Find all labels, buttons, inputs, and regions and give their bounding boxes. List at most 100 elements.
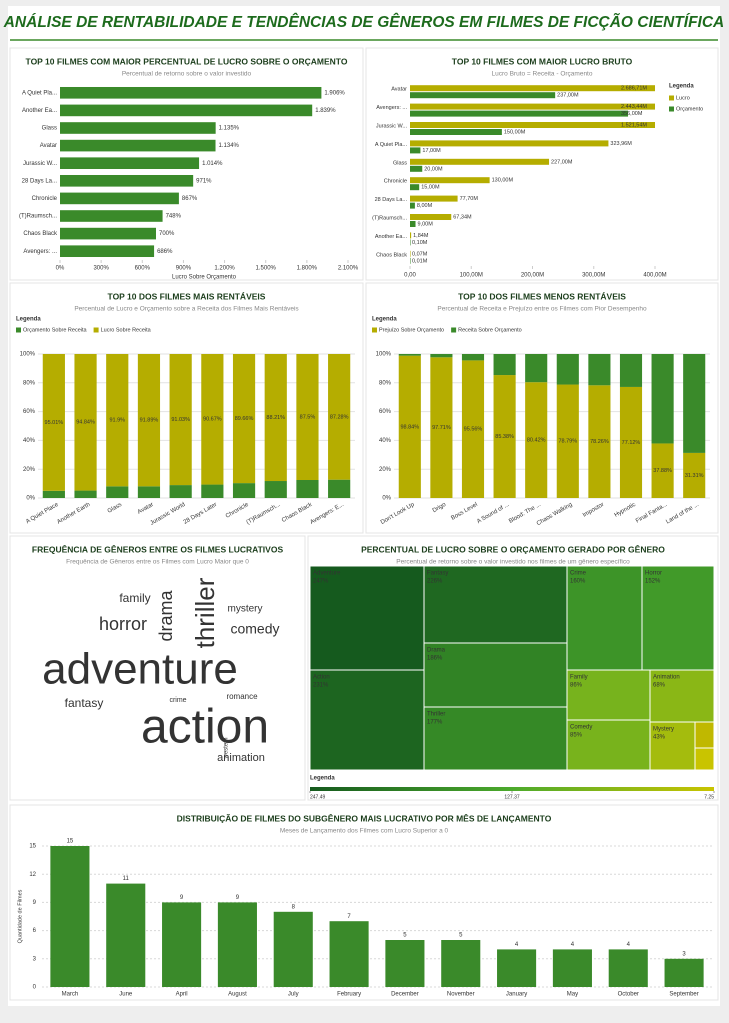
y-tick-label: A Quiet Pla...	[375, 142, 408, 148]
bar	[217, 902, 257, 987]
value-label: 1,84M	[413, 233, 429, 239]
y-tick-label: Avengers: ...	[23, 249, 57, 255]
bar	[410, 165, 423, 172]
bar-segment	[328, 354, 351, 480]
y-tick-label: Avengers: ...	[376, 105, 407, 111]
value-label: 88.21%	[266, 415, 285, 421]
bar	[410, 129, 502, 135]
value-label: 323,96M	[610, 141, 632, 147]
panel-title: TOP 10 DOS FILMES MAIS RENTÁVEIS	[108, 291, 266, 301]
panel-title: TOP 10 FILMES COM MAIOR PERCENTUAL DE LU…	[26, 56, 348, 66]
bar-segment	[398, 355, 421, 498]
bar-segment	[137, 486, 161, 498]
panel-subtitle: Meses de Lançamento dos Filmes com Lucro…	[280, 828, 449, 835]
value-label: 9	[180, 895, 184, 901]
y-tick-label: 0%	[382, 496, 391, 502]
value-label: 4	[627, 942, 631, 948]
value-label: 867%	[182, 196, 198, 202]
bar	[410, 92, 556, 99]
bar	[329, 921, 369, 987]
y-tick-label: 60%	[379, 409, 392, 415]
y-tick-label: 20%	[23, 467, 36, 473]
bar	[60, 245, 155, 258]
treemap-cell	[566, 719, 651, 771]
value-label: 150,00M	[504, 129, 526, 135]
legend-swatch	[669, 106, 674, 112]
colorbar-label: 127.37	[504, 794, 520, 800]
bar-segment	[430, 354, 453, 358]
colorbar-label: 247.49	[310, 794, 326, 800]
legend-swatch	[16, 327, 21, 333]
y-tick-label: Avatar	[40, 143, 57, 149]
cell-label: Comedy	[570, 725, 592, 731]
y-tick-label: Chaos Black	[23, 231, 58, 237]
bar	[60, 210, 163, 222]
bar-segment	[493, 375, 516, 498]
y-tick-label: 40%	[379, 438, 392, 444]
y-tick-label: 9	[33, 900, 37, 906]
value-label: 8,00M	[417, 203, 433, 209]
x-axis-label: Lucro Sobre Orçamento	[172, 275, 237, 281]
bar-segment	[493, 354, 516, 376]
value-label: 5	[459, 933, 463, 939]
value-label: 87.5%	[300, 414, 316, 420]
value-label: 15,00M	[421, 185, 440, 191]
x-tick-label: March	[62, 992, 79, 998]
y-tick-label: Jurassic W...	[376, 123, 408, 129]
word: mystery	[228, 604, 263, 615]
value-label: 95.56%	[464, 427, 483, 433]
word: action	[141, 701, 269, 754]
panel-subtitle: Lucro Bruto = Receita - Orçamento	[492, 71, 593, 78]
panel-subtitle: Percentual de retorno sobre o valor inve…	[122, 71, 252, 78]
bar-area	[410, 85, 655, 264]
treemap-rest	[694, 747, 715, 771]
x-tick-label: 300%	[93, 266, 109, 272]
value-label: 2.686,71M	[621, 86, 647, 92]
word: adventure	[42, 645, 238, 694]
legend-title: Legenda	[372, 317, 397, 323]
bar-segment	[556, 354, 579, 385]
y-tick-label: Glass	[393, 160, 407, 166]
value-label: 4	[571, 942, 575, 948]
y-tick-label: 20%	[379, 467, 392, 473]
bar	[410, 232, 412, 239]
treemap-rest	[694, 721, 715, 749]
legend-label: Lucro	[676, 95, 690, 101]
bar-segment	[106, 486, 129, 498]
y-tick-label: Avatar	[391, 87, 407, 93]
bar-segment	[74, 490, 97, 498]
y-tick-label: (T)Raumsch...	[19, 214, 57, 220]
value-label: 2.443,44M	[621, 104, 647, 110]
y-tick-label: 0%	[26, 496, 35, 502]
bar	[60, 157, 200, 170]
bar	[410, 147, 421, 154]
value-label: 5	[403, 933, 407, 939]
bar-segment	[328, 479, 351, 498]
treemap-cell	[641, 565, 715, 671]
bar	[410, 140, 609, 147]
y-tick-label: Glass	[42, 126, 57, 132]
bar-segment	[232, 354, 256, 484]
bar	[664, 958, 704, 987]
legend-label: Prejuízo Sobre Orçamento	[379, 327, 444, 333]
treemap-cell	[649, 721, 696, 771]
word: romance	[226, 692, 258, 701]
value-label: 0,01M	[412, 258, 428, 264]
x-tick-label: 0,00	[404, 273, 416, 279]
value-label: 17,00M	[422, 148, 441, 154]
value-label: 67,34M	[453, 214, 472, 220]
bar-segment	[137, 354, 161, 487]
treemap-cell	[423, 642, 568, 708]
panel-title: TOP 10 FILMES COM MAIOR LUCRO BRUTO	[452, 56, 633, 66]
value-label: 77,70M	[460, 196, 479, 202]
bar	[50, 846, 90, 987]
bar	[410, 177, 490, 184]
value-label: 971%	[196, 178, 212, 184]
colorbar-label: 7.25	[704, 794, 714, 800]
y-tick-label: Chronicle	[384, 179, 407, 185]
x-tick-label: December	[391, 992, 419, 998]
y-tick-label: 12	[29, 872, 36, 878]
value-label: 94.84%	[76, 420, 95, 426]
